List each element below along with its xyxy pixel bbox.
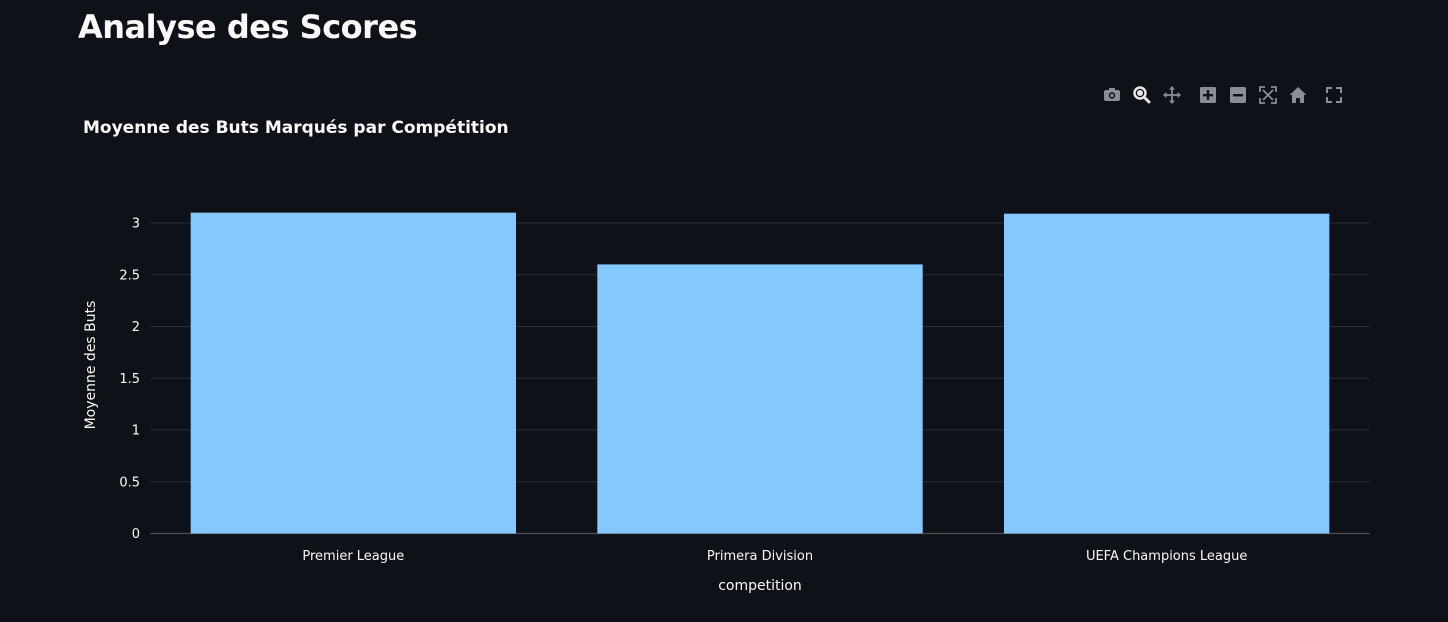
bar[interactable] bbox=[190, 212, 516, 534]
bar[interactable] bbox=[597, 264, 923, 534]
camera-icon[interactable] bbox=[1100, 83, 1124, 107]
y-tick-label: 2 bbox=[132, 320, 140, 335]
zoom-in-icon[interactable] bbox=[1196, 83, 1220, 107]
y-tick-labels: 0 0.5 1 1.5 2 2.5 3 bbox=[119, 217, 140, 543]
zoom-icon[interactable] bbox=[1130, 83, 1154, 107]
home-icon[interactable] bbox=[1286, 83, 1310, 107]
bar[interactable] bbox=[1004, 213, 1330, 534]
autoscale-icon[interactable] bbox=[1256, 83, 1280, 107]
x-tick-label: Primera Division bbox=[707, 549, 813, 564]
chart-title: Moyenne des Buts Marqués par Compétition bbox=[83, 118, 509, 138]
page-title: Analyse des Scores bbox=[78, 8, 418, 46]
y-axis-title: Moyenne des Buts bbox=[83, 301, 99, 430]
y-tick-label: 1.5 bbox=[119, 372, 140, 387]
y-tick-label: 0.5 bbox=[119, 475, 140, 490]
x-tick-label: Premier League bbox=[302, 549, 404, 564]
bars bbox=[190, 212, 1330, 534]
chart-modebar bbox=[1100, 83, 1352, 107]
pan-icon[interactable] bbox=[1160, 83, 1184, 107]
x-tick-label: UEFA Champions League bbox=[1086, 549, 1247, 564]
y-tick-label: 1 bbox=[132, 424, 140, 439]
fullscreen-icon[interactable] bbox=[1322, 83, 1346, 107]
y-tick-label: 0 bbox=[132, 527, 140, 542]
zoom-out-icon[interactable] bbox=[1226, 83, 1250, 107]
y-tick-label: 2.5 bbox=[119, 268, 140, 283]
y-tick-label: 3 bbox=[132, 217, 140, 232]
x-tick-labels: Premier League Primera Division UEFA Champ… bbox=[302, 549, 1247, 564]
x-axis-title: competition bbox=[718, 578, 802, 594]
